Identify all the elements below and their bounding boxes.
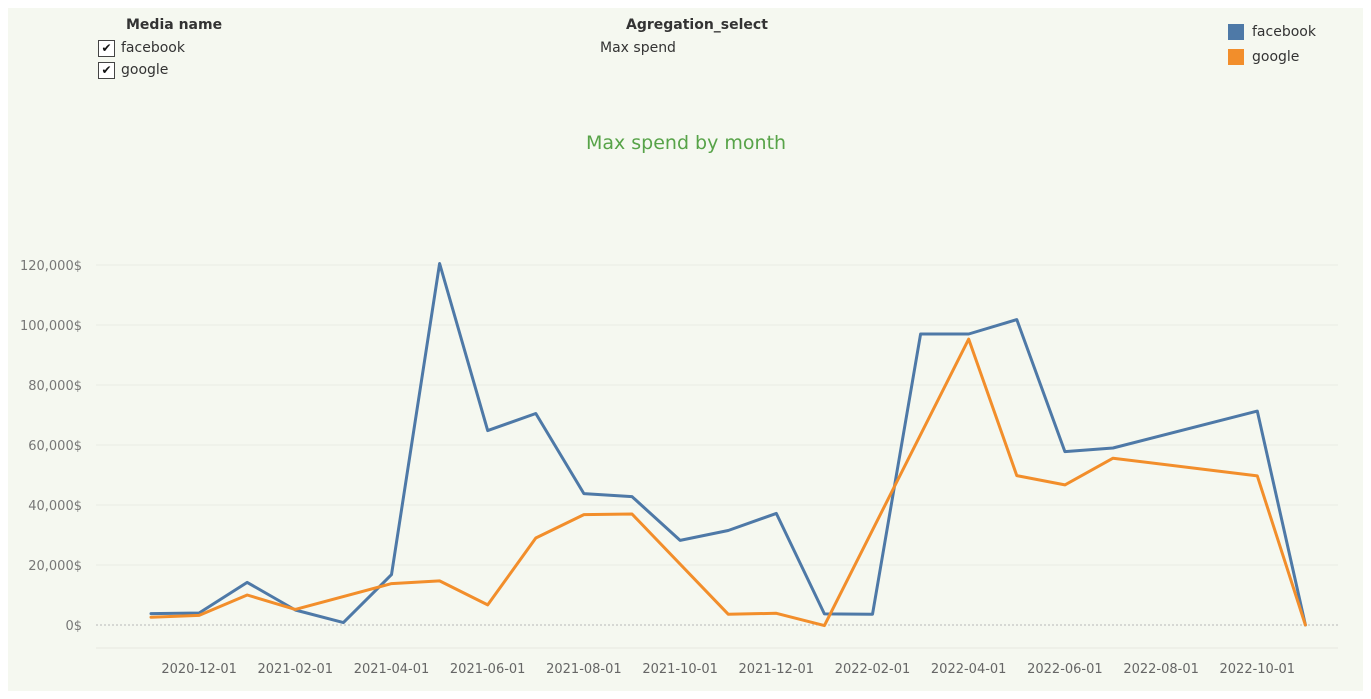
x-tick-label: 2020-12-01 [161, 662, 237, 677]
chart-title: Max spend by month [586, 132, 786, 154]
series-line-google[interactable] [149, 337, 1307, 628]
x-tick-label: 2021-10-01 [642, 662, 718, 677]
filter-option-label: facebook [121, 40, 185, 56]
legend-swatch [1228, 24, 1244, 40]
x-tick-label: 2022-08-01 [1123, 662, 1199, 677]
y-tick-label: 60,000$ [28, 439, 82, 454]
y-tick-label: 20,000$ [28, 559, 82, 574]
dashboard: Media name ✔ facebook ✔ google Agregatio… [8, 8, 1363, 691]
series-line-facebook[interactable] [149, 262, 1307, 627]
facebook-checkbox[interactable]: ✔ [98, 39, 115, 57]
x-tick-label: 2022-10-01 [1220, 662, 1296, 677]
y-tick-label: 120,000$ [20, 259, 82, 274]
x-tick-label: 2021-02-01 [258, 662, 334, 677]
y-tick-label: 0$ [65, 619, 82, 634]
aggregation-select[interactable]: Max spend [600, 40, 676, 56]
line-chart: Max spend by month 0$ 20,000$ 40,000$ 60,00… [20, 132, 1338, 677]
filter-option-google[interactable]: ✔ google [98, 59, 168, 81]
x-tick-label: 2021-06-01 [450, 662, 526, 677]
gridlines [96, 264, 1338, 649]
x-tick-label: 2021-12-01 [739, 662, 815, 677]
y-tick-label: 80,000$ [28, 379, 82, 394]
media-filter-title: Media name [126, 17, 223, 33]
aggregation-filter-title: Agregation_select [626, 17, 768, 33]
x-tick-label: 2022-06-01 [1027, 662, 1103, 677]
legend-swatch [1228, 49, 1244, 65]
filter-option-label: google [121, 62, 169, 78]
x-tick-label: 2022-02-01 [835, 662, 911, 677]
legend-item-facebook[interactable]: facebook [1228, 22, 1316, 42]
x-tick-label: 2021-04-01 [354, 662, 430, 677]
legend-label: google [1252, 49, 1300, 65]
series-layer [149, 262, 1307, 628]
filter-option-facebook[interactable]: ✔ facebook [98, 37, 185, 59]
google-checkbox[interactable]: ✔ [98, 61, 115, 79]
x-tick-label: 2021-08-01 [546, 662, 622, 677]
legend-item-google[interactable]: google [1228, 47, 1299, 67]
y-tick-label: 40,000$ [28, 499, 82, 514]
x-tick-label: 2022-04-01 [931, 662, 1007, 677]
y-tick-label: 100,000$ [20, 319, 82, 334]
legend-label: facebook [1252, 24, 1316, 40]
x-axis: 2020-12-01 2021-02-01 2021-04-01 2021-06-01… [161, 662, 1295, 677]
y-axis: 0$ 20,000$ 40,000$ 60,000$ 80,000$ 100,000$ 12… [20, 259, 82, 634]
